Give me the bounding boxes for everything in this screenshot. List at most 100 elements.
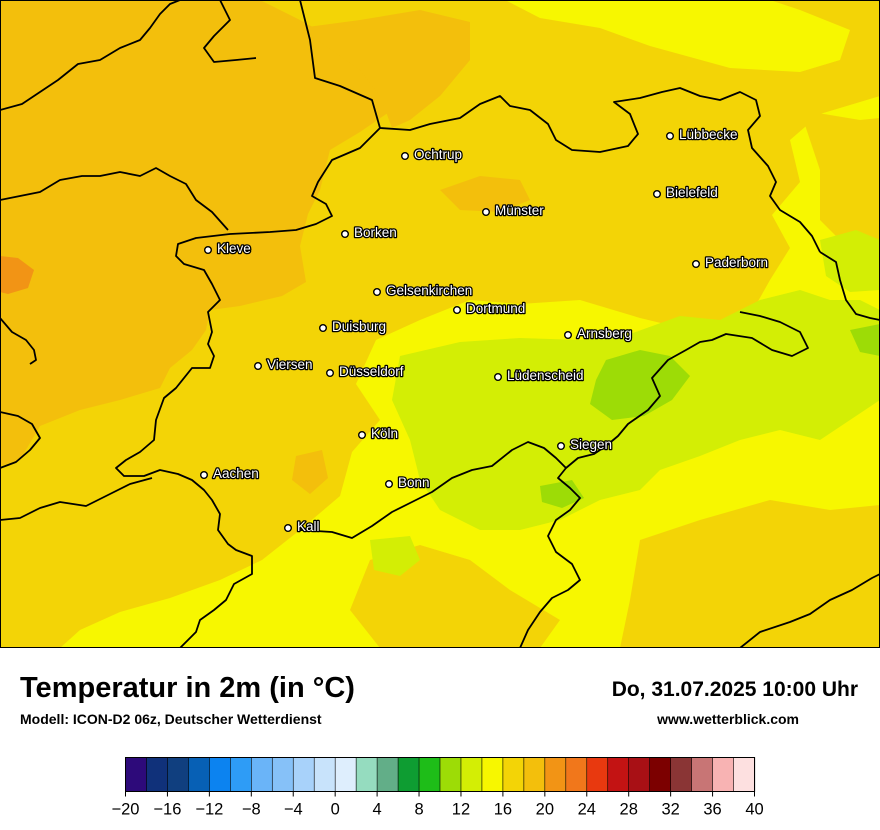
- legend-swatch: [565, 757, 588, 792]
- city-viersen[interactable]: Viersen: [253, 356, 314, 373]
- legend-swatches: [125, 757, 756, 792]
- city-paderborn[interactable]: Paderborn: [692, 254, 769, 271]
- legend-tick-label: 0: [331, 801, 340, 819]
- legend-tick-label: −20: [112, 801, 140, 819]
- legend-tick-label: 36: [703, 801, 721, 819]
- state-border-hesse: [519, 311, 809, 648]
- legend-tick-label: −4: [284, 801, 303, 819]
- legend-swatch: [649, 757, 672, 792]
- temp-field-12-14-b: [540, 480, 584, 508]
- city-label: Aachen: [213, 466, 259, 481]
- legend-swatch: [146, 757, 169, 792]
- legend-swatch: [230, 757, 252, 792]
- city-markers: Lübbecke Ochtrup Bielefeld Münster Borke…: [199, 126, 769, 535]
- legend-swatch: [292, 757, 315, 792]
- state-border-rp-2: [299, 441, 567, 539]
- legend-swatch: [733, 757, 756, 792]
- state-border-nl-2: [203, 0, 257, 63]
- city-label: Dortmund: [466, 301, 525, 316]
- temp-field-20-22-d: [440, 176, 530, 212]
- city-muenster[interactable]: Münster: [482, 202, 546, 219]
- city-label: Paderborn: [705, 255, 768, 270]
- legend-tick-label: 32: [661, 801, 679, 819]
- city-siegen[interactable]: Siegen: [557, 436, 613, 453]
- city-luebbecke[interactable]: Lübbecke: [666, 126, 739, 143]
- city-label: Bielefeld: [666, 185, 718, 200]
- legend-swatch: [670, 757, 693, 792]
- city-label: Gelsenkirchen: [386, 283, 472, 298]
- city-duesseldorf[interactable]: Düsseldorf: [326, 363, 405, 380]
- city-label: Münster: [495, 203, 544, 218]
- legend-ticks: −20 −16 −12 −8 −4 0 4 8 12 16 20 24 28 32 36 40: [112, 791, 764, 819]
- city-duisburg[interactable]: Duisburg: [319, 318, 387, 335]
- legend-swatch: [397, 757, 420, 792]
- state-border-north: [379, 87, 821, 253]
- city-dortmund[interactable]: Dortmund: [453, 300, 527, 317]
- legend-swatch: [628, 757, 651, 792]
- map-title: Temperatur in 2m (in °C): [20, 672, 355, 704]
- legend-swatch: [376, 757, 399, 792]
- temp-field-14-16-e: [820, 230, 880, 292]
- legend-swatch: [313, 757, 336, 792]
- legend-tick-label: −12: [195, 801, 223, 819]
- borders: [0, 0, 880, 648]
- city-bonn[interactable]: Bonn: [385, 474, 431, 491]
- city-ochtrup[interactable]: Ochtrup: [401, 146, 463, 163]
- city-luedenscheid[interactable]: Lüdenscheid: [494, 367, 585, 384]
- city-arnsberg[interactable]: Arnsberg: [564, 325, 633, 342]
- legend-swatch: [188, 757, 210, 792]
- national-border: [115, 0, 381, 648]
- legend-swatch: [502, 757, 525, 792]
- temp-field-20-22-b: [300, 10, 470, 128]
- city-label: Bonn: [398, 475, 430, 490]
- city-label: Viersen: [267, 357, 313, 372]
- color-legend: −20 −16 −12 −8 −4 0 4 8 12 16 20 24 28 32 36 40: [112, 757, 764, 819]
- legend-swatch: [460, 757, 483, 792]
- city-aachen[interactable]: Aachen: [199, 465, 260, 482]
- state-border-se: [739, 573, 880, 648]
- state-border-be-2: [0, 411, 41, 469]
- legend-swatch: [167, 757, 190, 792]
- city-label: Lüdenscheid: [507, 368, 584, 383]
- legend-tick-label: 4: [373, 801, 382, 819]
- legend-swatch: [439, 757, 462, 792]
- temperature-map[interactable]: Lübbecke Ochtrup Bielefeld Münster Borke…: [0, 0, 880, 648]
- national-border-2: [0, 317, 37, 365]
- city-kleve[interactable]: Kleve: [203, 240, 252, 257]
- legend-swatch: [481, 757, 504, 792]
- city-label: Lübbecke: [679, 127, 738, 142]
- legend-tick-label: 20: [536, 801, 554, 819]
- state-border-east: [819, 251, 880, 321]
- legend-tick-label: −8: [242, 801, 261, 819]
- legend-swatch: [418, 757, 441, 792]
- legend-swatch: [544, 757, 567, 792]
- legend-tick-label: 24: [578, 801, 596, 819]
- temp-field-20-22: [0, 0, 392, 466]
- city-label: Düsseldorf: [339, 364, 404, 379]
- city-label: Borken: [354, 225, 397, 240]
- website-link[interactable]: www.wetterblick.com: [657, 711, 799, 727]
- temp-field-14-16-s: [370, 536, 420, 576]
- temp-field-22-24: [0, 256, 34, 294]
- city-label: Kleve: [217, 241, 251, 256]
- city-label: Siegen: [570, 437, 612, 452]
- temp-field-20-22-c: [292, 450, 328, 494]
- city-borken[interactable]: Borken: [341, 224, 398, 241]
- legend-swatch: [691, 757, 714, 792]
- city-label: Duisburg: [332, 319, 386, 334]
- map-footer: Temperatur in 2m (in °C) Modell: ICON-D2…: [0, 648, 880, 830]
- legend-swatch: [607, 757, 630, 792]
- temp-field-18-20-ne: [800, 110, 880, 260]
- legend-swatch: [523, 757, 546, 792]
- city-label: Kall: [297, 519, 320, 534]
- legend-swatch: [586, 757, 609, 792]
- city-koeln[interactable]: Köln: [358, 425, 399, 442]
- legend-tick-label: −16: [153, 801, 181, 819]
- legend-tick-label: 16: [494, 801, 512, 819]
- legend-swatch: [712, 757, 735, 792]
- legend-swatch: [355, 757, 378, 792]
- city-gelsenkirchen[interactable]: Gelsenkirchen: [373, 282, 474, 299]
- city-kall[interactable]: Kall: [284, 518, 321, 535]
- city-bielefeld[interactable]: Bielefeld: [653, 184, 719, 201]
- legend-swatch: [271, 757, 294, 792]
